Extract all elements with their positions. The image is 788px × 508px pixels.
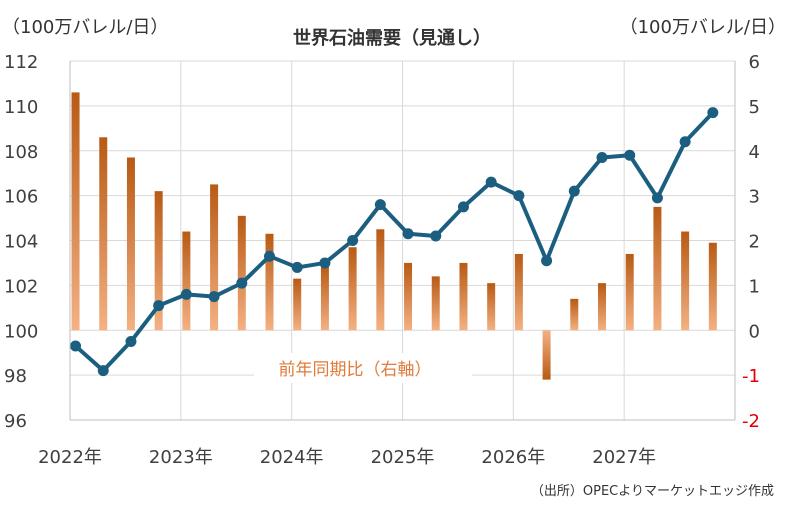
demand-point (651, 192, 663, 204)
bar-series-label: 前年同期比（右軸） (279, 360, 432, 380)
demand-point (568, 185, 580, 197)
right-tick-label: -2 (742, 411, 760, 432)
demand-point (596, 151, 608, 163)
demand-point (70, 340, 82, 352)
yoy-bar (71, 92, 80, 331)
yoy-bar (99, 137, 108, 331)
yoy-bar (265, 233, 274, 331)
yoy-bar (681, 231, 690, 331)
yoy-bar (376, 229, 385, 331)
demand-point (679, 136, 691, 148)
source-note: （出所）OPECよりマーケットエッジ作成 (531, 484, 774, 499)
right-tick-label: 4 (749, 142, 760, 163)
demand-point (125, 335, 137, 347)
right-tick-label: 5 (749, 97, 760, 118)
demand-point (374, 199, 386, 211)
right-tick-label: -1 (742, 366, 760, 387)
demand-point (208, 291, 220, 303)
left-tick-label: 104 (4, 232, 38, 253)
yoy-bar (598, 283, 606, 331)
yoy-bar (154, 191, 163, 331)
yoy-bar (542, 330, 551, 380)
yoy-bars (71, 92, 717, 380)
yoy-bar (459, 262, 468, 331)
yoy-bar (431, 276, 440, 331)
demand-point (180, 288, 192, 300)
yoy-bar (404, 262, 413, 331)
grid-lines (70, 60, 735, 421)
year-label: 2024年 (260, 447, 324, 468)
demand-series-line (74, 111, 715, 373)
yoy-bar (126, 157, 135, 331)
year-label: 2023年 (149, 447, 213, 468)
demand-point (707, 107, 719, 119)
right-tick-label: 1 (749, 276, 760, 297)
right-tick-label: 0 (749, 321, 760, 342)
demand-point (236, 277, 248, 289)
demand-point (291, 261, 303, 273)
yoy-bar (625, 253, 634, 331)
left-tick-label: 112 (4, 52, 38, 73)
demand-point (347, 235, 359, 246)
right-tick-label: 6 (749, 52, 760, 73)
axes: 96 98 100 102 104 106 108 110 112 -2 -1 0 1 2 3 4 5 6 2022… (4, 52, 760, 468)
yoy-bar (570, 298, 579, 331)
demand-point (319, 257, 331, 269)
yoy-bar (514, 253, 523, 331)
chart-title: 世界石油需要（見通し） (293, 27, 491, 49)
yoy-bar (487, 283, 496, 331)
demand-point (264, 250, 275, 262)
demand-point (513, 190, 525, 202)
demand-point (430, 230, 442, 242)
right-axis-unit: （100万バレル/日） (620, 17, 786, 38)
year-label: 2026年 (481, 447, 545, 468)
demand-point (485, 176, 497, 188)
bar-series-label-bg (254, 353, 472, 383)
yoy-bar (708, 242, 717, 331)
left-axis-unit: （100万バレル/日） (2, 17, 168, 38)
demand-point (97, 365, 109, 377)
yoy-bar (320, 265, 329, 331)
left-tick-label: 98 (4, 366, 27, 387)
left-tick-label: 106 (4, 187, 38, 208)
left-tick-label: 100 (4, 321, 38, 342)
year-label: 2027年 (592, 447, 656, 468)
right-tick-label: 2 (749, 232, 760, 253)
yoy-bar (182, 231, 191, 331)
yoy-bar (348, 247, 357, 331)
demand-line (70, 107, 719, 377)
left-tick-label: 96 (4, 411, 27, 432)
yoy-bar (293, 278, 302, 331)
yoy-bar (653, 206, 662, 331)
right-tick-label: 3 (749, 187, 760, 208)
demand-point (153, 300, 165, 312)
year-label: 2022年 (38, 447, 102, 468)
demand-point (457, 201, 469, 213)
yoy-bar (237, 215, 246, 331)
left-tick-label: 110 (4, 97, 38, 118)
yoy-bar (210, 184, 219, 331)
year-label: 2025年 (371, 447, 435, 468)
demand-point (402, 228, 414, 240)
left-tick-label: 102 (4, 276, 38, 297)
demand-point (541, 255, 553, 267)
left-tick-label: 108 (4, 142, 38, 163)
demand-point (624, 149, 636, 161)
